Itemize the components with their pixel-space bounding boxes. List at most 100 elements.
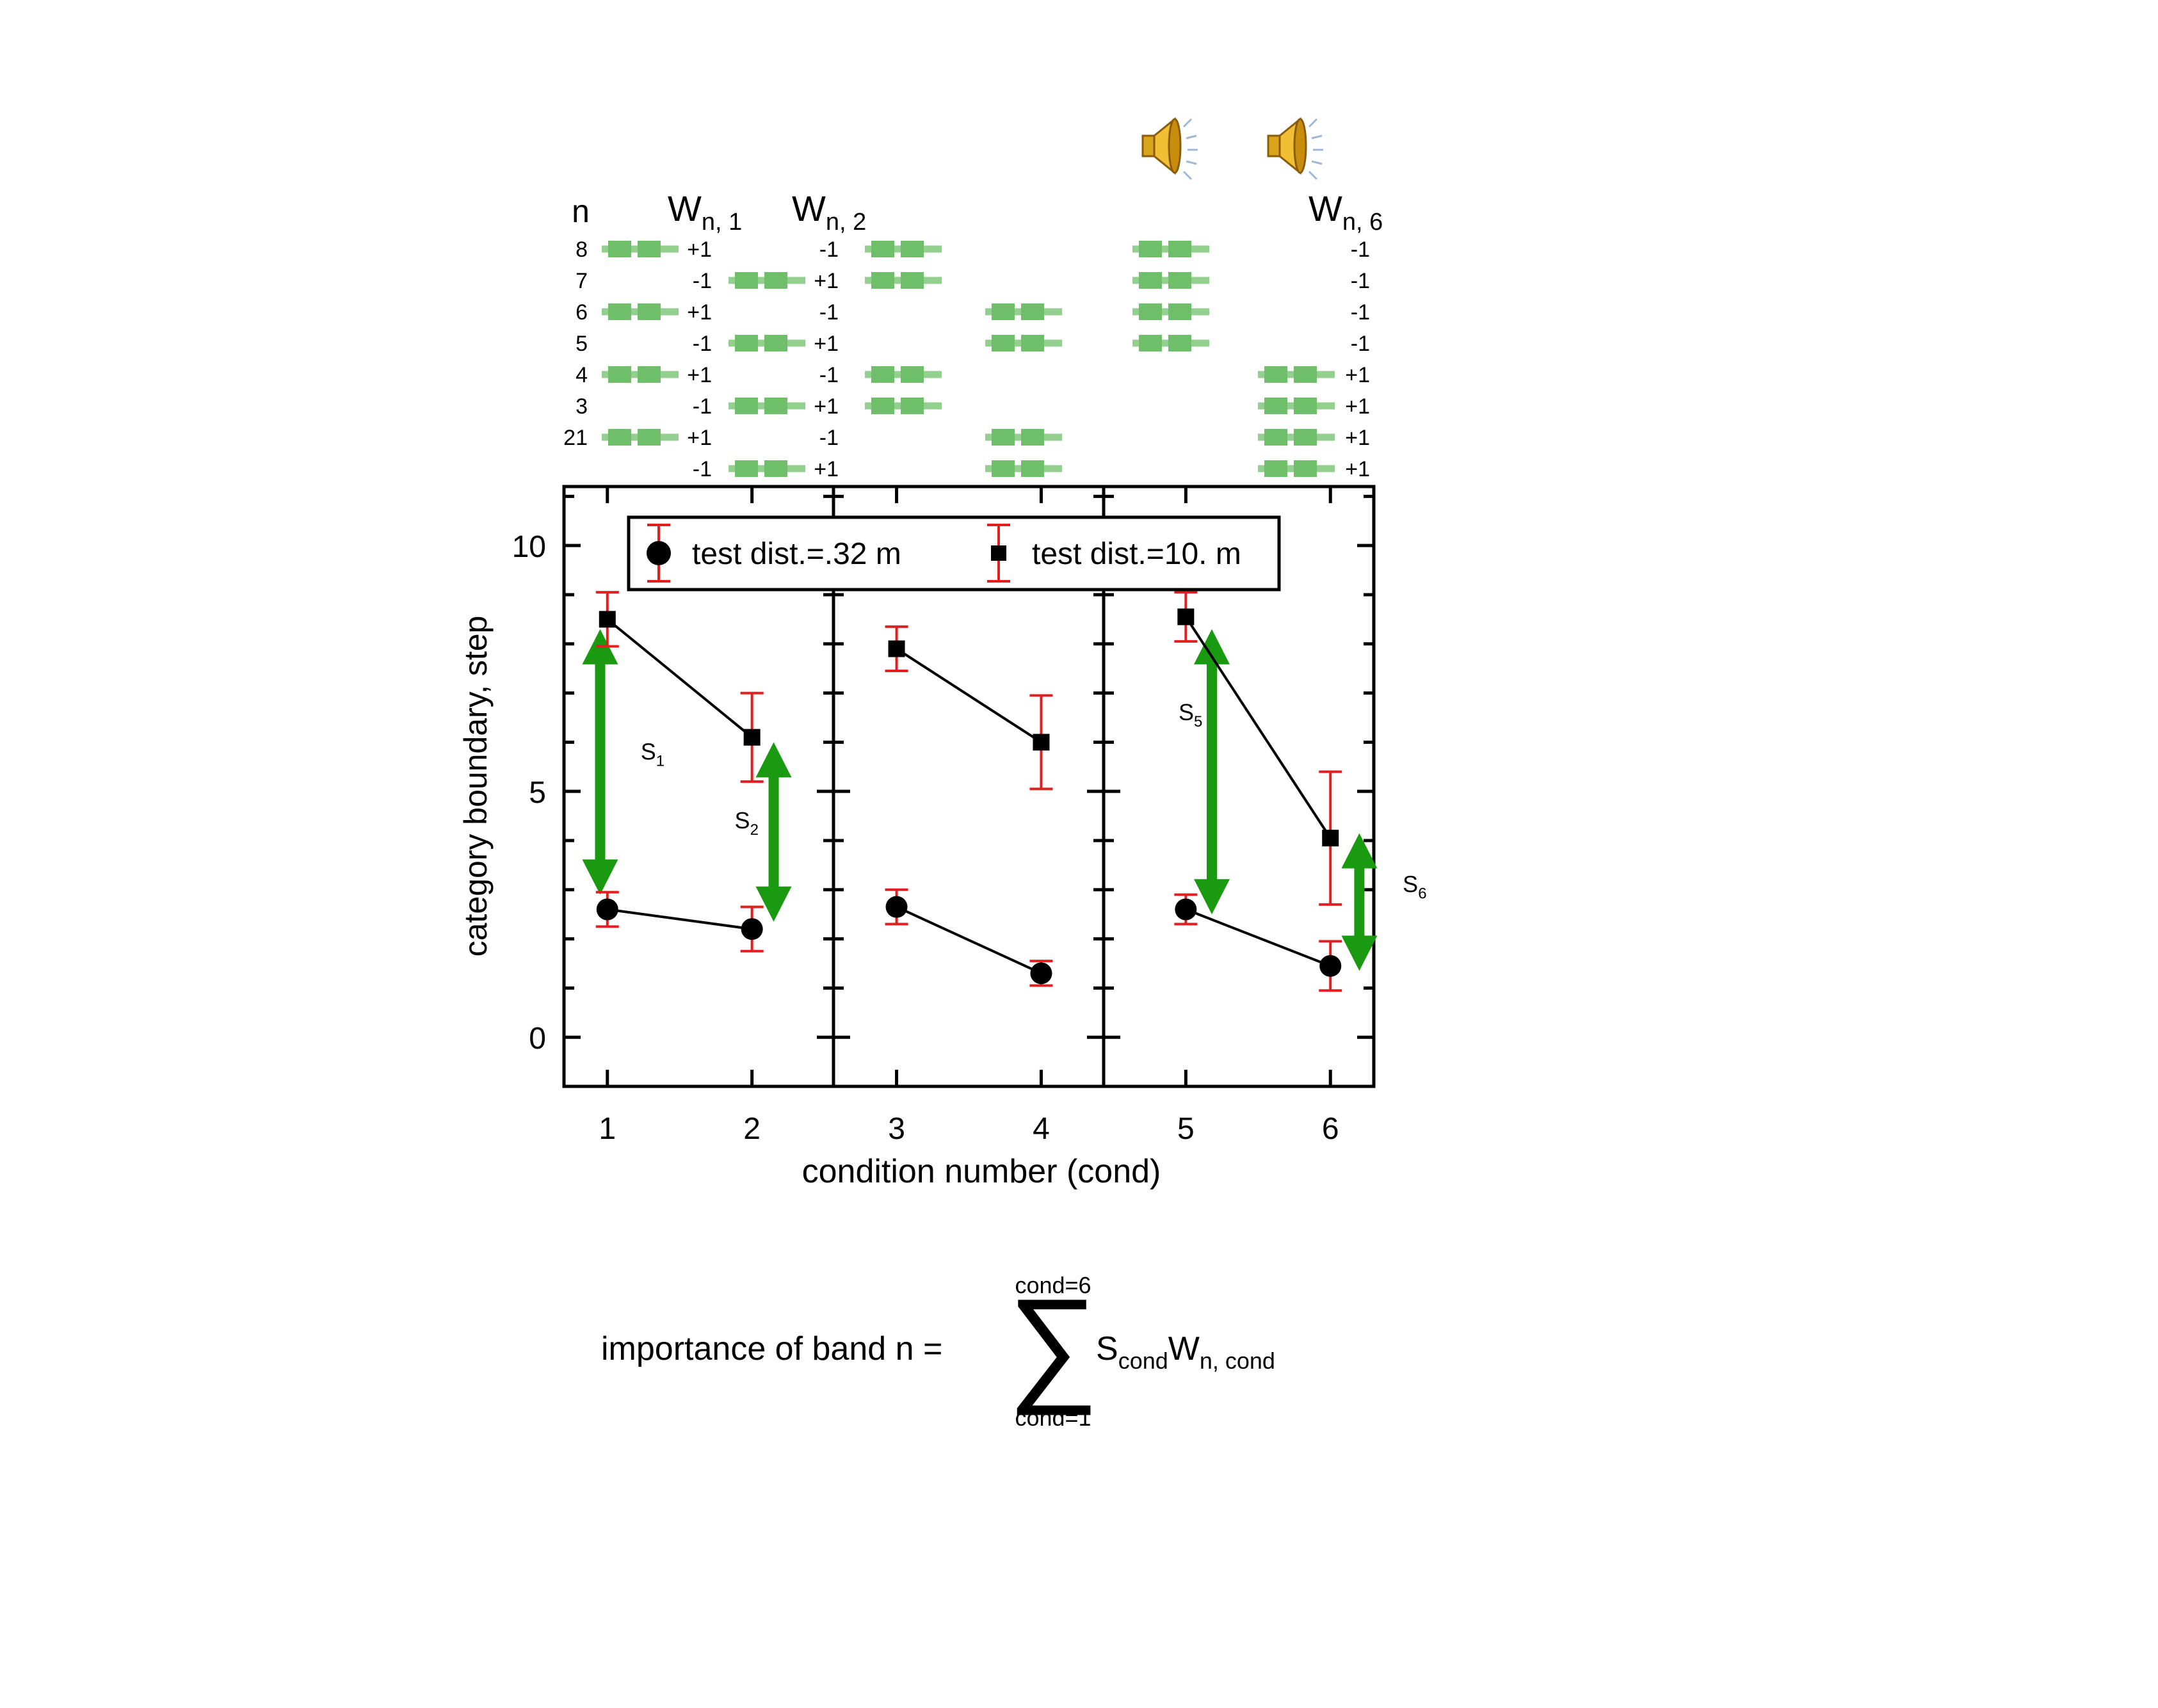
data-point-square [1322,830,1339,847]
legend-item: test dist.=10. m [987,524,1241,583]
band-importance-formula: importance of band n = cond=6 ∑ cond=1 S… [601,1272,1275,1431]
arrow-label-sub: 6 [1418,885,1426,903]
series-line [896,647,1042,744]
x-tick-label: 3 [888,1112,905,1146]
series-line [1185,908,1331,967]
arrow-head-down [755,886,792,922]
weight-value: +1 [814,269,839,293]
legend: test dist.=.32 m test dist.=10. m [627,515,1281,592]
band-block [638,303,661,320]
legend-label: test dist.=10. m [1032,537,1241,571]
arrow-label-main: S [1179,699,1194,725]
y-tick-label: 10 [512,530,546,564]
weight-value: -1 [819,300,839,325]
band-index-label: 5 [576,332,588,356]
band-block [1294,366,1317,383]
data-point-square [1033,734,1050,751]
band-block [1021,303,1044,320]
sound-wave [1186,160,1197,165]
sound-wave [1308,118,1318,128]
weight-value: +1 [687,238,712,262]
band-index-label: 3 [576,394,588,419]
data-point-square [743,729,761,746]
band-block [901,366,924,383]
data-point-square [1177,608,1195,625]
band-block [608,303,631,320]
band-index-label: 7 [576,269,588,293]
weight-value: +1 [814,332,839,356]
band-block [992,429,1015,446]
band-block [735,398,758,414]
band-index-header: n [572,193,590,229]
weight-value: +1 [1345,363,1370,387]
band-block [735,335,758,351]
band-column-cond-1: +1 -1 +1 -1 +1 -1 +1 -1 [602,238,712,481]
speaker-body [1267,134,1281,157]
speaker-icon [1141,117,1198,181]
speaker-body [1141,134,1155,157]
sum-lower-limit: cond=1 [1015,1405,1091,1431]
band-block [871,272,894,289]
arrow-label-main: S [641,738,656,764]
weight-value: +1 [814,457,839,481]
weight-header: Wn, 1 [668,188,742,236]
speaker-rim [1293,118,1307,174]
band-block [764,335,787,351]
band-block [871,398,894,414]
band-block [1021,335,1044,351]
series-circle [595,888,1342,992]
band-block [1264,366,1287,383]
arrow-label-sub: 2 [750,821,759,839]
arrow-head-down [582,859,618,895]
weight-value: -1 [819,426,839,450]
weight-value: +1 [1345,394,1370,419]
band-block [1021,460,1044,477]
legend-marker-circle [647,541,671,565]
series-line [1184,616,1332,839]
data-point-circle [1319,955,1342,977]
weight-header-sub: n, 2 [826,209,866,236]
band-block [608,366,631,383]
band-column-cond-3 [865,241,942,414]
arrow-label: S1 [641,738,664,769]
weight-header-main: W [1308,188,1342,229]
band-block [638,429,661,446]
spread-arrow-s5: S5 [1179,629,1230,915]
data-point-circle [596,898,618,921]
arrow-label: S2 [735,807,759,839]
x-tick-label: 4 [1033,1112,1050,1146]
weight-value: +1 [1345,457,1370,481]
term-w: W [1168,1330,1200,1367]
band-block [871,366,894,383]
legend-box [627,515,1281,592]
arrow-label: S5 [1179,699,1202,730]
band-block [992,303,1015,320]
band-block [901,398,924,414]
series-line [606,618,753,739]
y-axis-label: category boundary, step [458,616,494,957]
band-index-label: 6 [576,300,588,325]
plot-frame [562,485,1376,1088]
arrow-head-up [1194,629,1230,665]
weight-value: +1 [687,300,712,325]
arrow-shaft [595,663,606,861]
sigma-symbol: ∑ [1008,1273,1099,1415]
weight-value: +1 [1345,426,1370,450]
band-block [608,429,631,446]
arrow-head-down [1194,879,1230,915]
band-block [735,460,758,477]
band-block [1294,460,1317,477]
weight-value: -1 [1351,332,1370,356]
band-block [992,460,1015,477]
band-block [1294,398,1317,414]
weight-value: -1 [819,238,839,262]
weight-header-main: W [668,188,702,229]
band-block [1021,429,1044,446]
term-s-sub: cond [1118,1348,1168,1374]
weight-header: Wn, 2 [792,188,866,236]
band-block [1139,303,1162,320]
series-line [607,908,752,931]
band-block [1264,398,1287,414]
